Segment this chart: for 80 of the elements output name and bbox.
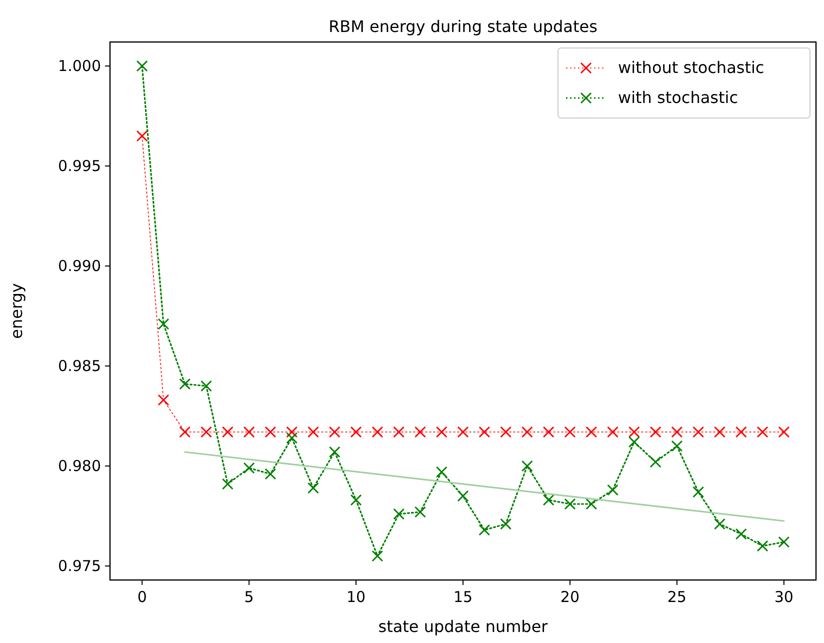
point xyxy=(372,426,384,438)
point xyxy=(735,528,747,540)
point xyxy=(286,426,298,438)
point xyxy=(650,456,662,468)
point xyxy=(478,426,490,438)
point xyxy=(692,486,704,498)
y-tick-label: 0.975 xyxy=(58,557,101,575)
point xyxy=(586,498,598,510)
point xyxy=(328,426,340,438)
point xyxy=(179,378,191,390)
point xyxy=(200,380,212,392)
point xyxy=(243,462,255,474)
point xyxy=(179,426,191,438)
point xyxy=(628,436,640,448)
point xyxy=(607,484,619,496)
point xyxy=(586,426,598,438)
point xyxy=(350,494,362,506)
point xyxy=(457,490,469,502)
x-tick-label: 5 xyxy=(244,588,254,606)
point xyxy=(243,426,255,438)
point xyxy=(628,426,640,438)
point xyxy=(756,540,768,552)
y-axis-title: energy xyxy=(7,283,26,339)
point xyxy=(158,394,170,406)
point xyxy=(607,426,619,438)
point xyxy=(393,508,405,520)
x-tick-label: 0 xyxy=(137,588,147,606)
point xyxy=(500,518,512,530)
x-tick-label: 25 xyxy=(667,588,686,606)
y-tick-label: 0.990 xyxy=(58,257,101,275)
x-tick-label: 30 xyxy=(774,588,794,606)
point xyxy=(328,446,340,458)
point xyxy=(778,426,790,438)
point xyxy=(136,60,148,72)
legend-label: with stochastic xyxy=(618,88,738,107)
point xyxy=(136,130,148,142)
point xyxy=(714,518,726,530)
point xyxy=(521,426,533,438)
x-tick-label: 10 xyxy=(346,588,366,606)
y-tick-label: 0.980 xyxy=(58,457,101,475)
point xyxy=(542,494,554,506)
point xyxy=(692,426,704,438)
x-tick-label: 15 xyxy=(453,588,473,606)
point xyxy=(564,426,576,438)
y-tick-label: 0.995 xyxy=(58,157,101,175)
point xyxy=(457,426,469,438)
point xyxy=(414,426,426,438)
point xyxy=(372,550,384,562)
point xyxy=(521,460,533,472)
point xyxy=(393,426,405,438)
point xyxy=(735,426,747,438)
point xyxy=(564,498,576,510)
point xyxy=(436,466,448,478)
point xyxy=(307,482,319,494)
point xyxy=(222,426,234,438)
x-axis-title: state update number xyxy=(378,617,548,636)
point xyxy=(714,426,726,438)
point xyxy=(500,426,512,438)
point xyxy=(158,318,170,330)
point xyxy=(222,478,234,490)
legend-label: without stochastic xyxy=(618,58,764,77)
point xyxy=(671,440,683,452)
point xyxy=(286,432,298,444)
point xyxy=(650,426,662,438)
point xyxy=(264,468,276,480)
x-tick-label: 20 xyxy=(560,588,580,606)
y-tick-label: 1.000 xyxy=(58,57,101,75)
point xyxy=(478,524,490,536)
point xyxy=(264,426,276,438)
point xyxy=(671,426,683,438)
chart-title: RBM energy during state updates xyxy=(328,17,598,36)
y-tick-label: 0.985 xyxy=(58,357,101,375)
point xyxy=(778,536,790,548)
point xyxy=(542,426,554,438)
point xyxy=(307,426,319,438)
point xyxy=(436,426,448,438)
point xyxy=(414,506,426,518)
point xyxy=(350,426,362,438)
point xyxy=(200,426,212,438)
point xyxy=(756,426,768,438)
